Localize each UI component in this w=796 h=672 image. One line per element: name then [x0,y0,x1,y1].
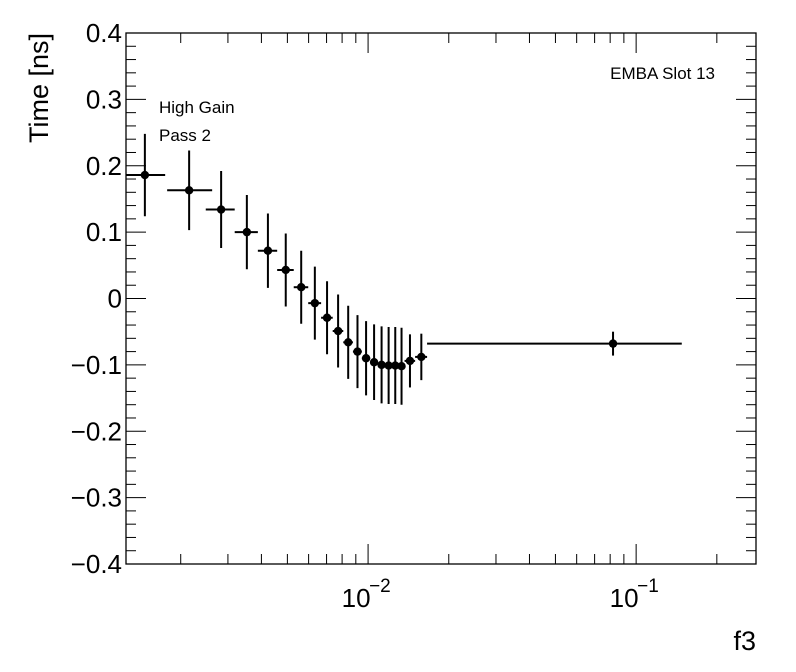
data-point [167,150,213,231]
marker [391,361,400,370]
marker [384,361,393,370]
data-point [404,334,416,388]
annotation-high-gain: High Gain [159,98,235,117]
data-point [332,294,344,368]
data-point [343,305,353,379]
marker [281,265,290,275]
marker [361,354,371,363]
data-point [369,324,379,401]
x-axis-ticks: 10−2 10−1 [180,33,718,613]
marker [310,298,320,308]
x-tick-label-exponent: −2 [369,576,391,597]
marker [397,362,406,371]
marker [263,246,273,255]
x-tick-label: 10 [342,583,371,613]
marker [353,347,362,356]
data-points [126,133,682,405]
data-point [352,315,362,389]
y-tick-label: 0 [108,284,122,314]
data-point [126,133,166,217]
data-point [377,326,386,404]
y-axis-title: Time [ns] [24,33,54,143]
marker [297,283,306,292]
marker [377,360,386,370]
data-point [321,281,333,355]
x-tick-label-exponent: −1 [637,576,659,597]
y-tick-label: 0.1 [86,217,122,247]
y-tick-label: −0.2 [71,416,122,446]
data-point [257,213,278,288]
marker [184,186,194,195]
marker [343,338,353,347]
data-point [308,266,322,340]
data-point [397,327,406,405]
marker [140,170,150,180]
data-point [277,233,294,307]
data-point [205,171,235,249]
data-point [427,331,682,356]
y-tick-label: −0.1 [71,350,122,380]
x-tick-label: 10 [610,583,639,613]
marker [405,356,415,366]
marker [322,313,332,322]
data-point [415,333,428,381]
y-tick-label: 0.4 [86,18,122,48]
data-point [391,327,400,405]
y-axis-ticks: −0.4 −0.3 −0.2 −0.1 0 0.1 0.2 0.3 0.4 [71,18,756,579]
marker [333,326,343,336]
annotation-pass: Pass 2 [159,126,211,145]
data-point [293,250,309,324]
data-point [384,327,393,405]
data-point [234,194,258,270]
marker [608,339,618,348]
marker [242,227,252,237]
marker [369,358,379,367]
x-axis-title: f3 [733,626,756,656]
marker [216,205,226,214]
marker [417,352,426,362]
annotation-slot: EMBA Slot 13 [610,64,715,83]
y-tick-label: 0.3 [86,84,122,114]
y-tick-label: −0.3 [71,483,122,513]
y-tick-label: −0.4 [71,549,122,579]
data-point [361,321,371,396]
y-tick-label: 0.2 [86,151,122,181]
